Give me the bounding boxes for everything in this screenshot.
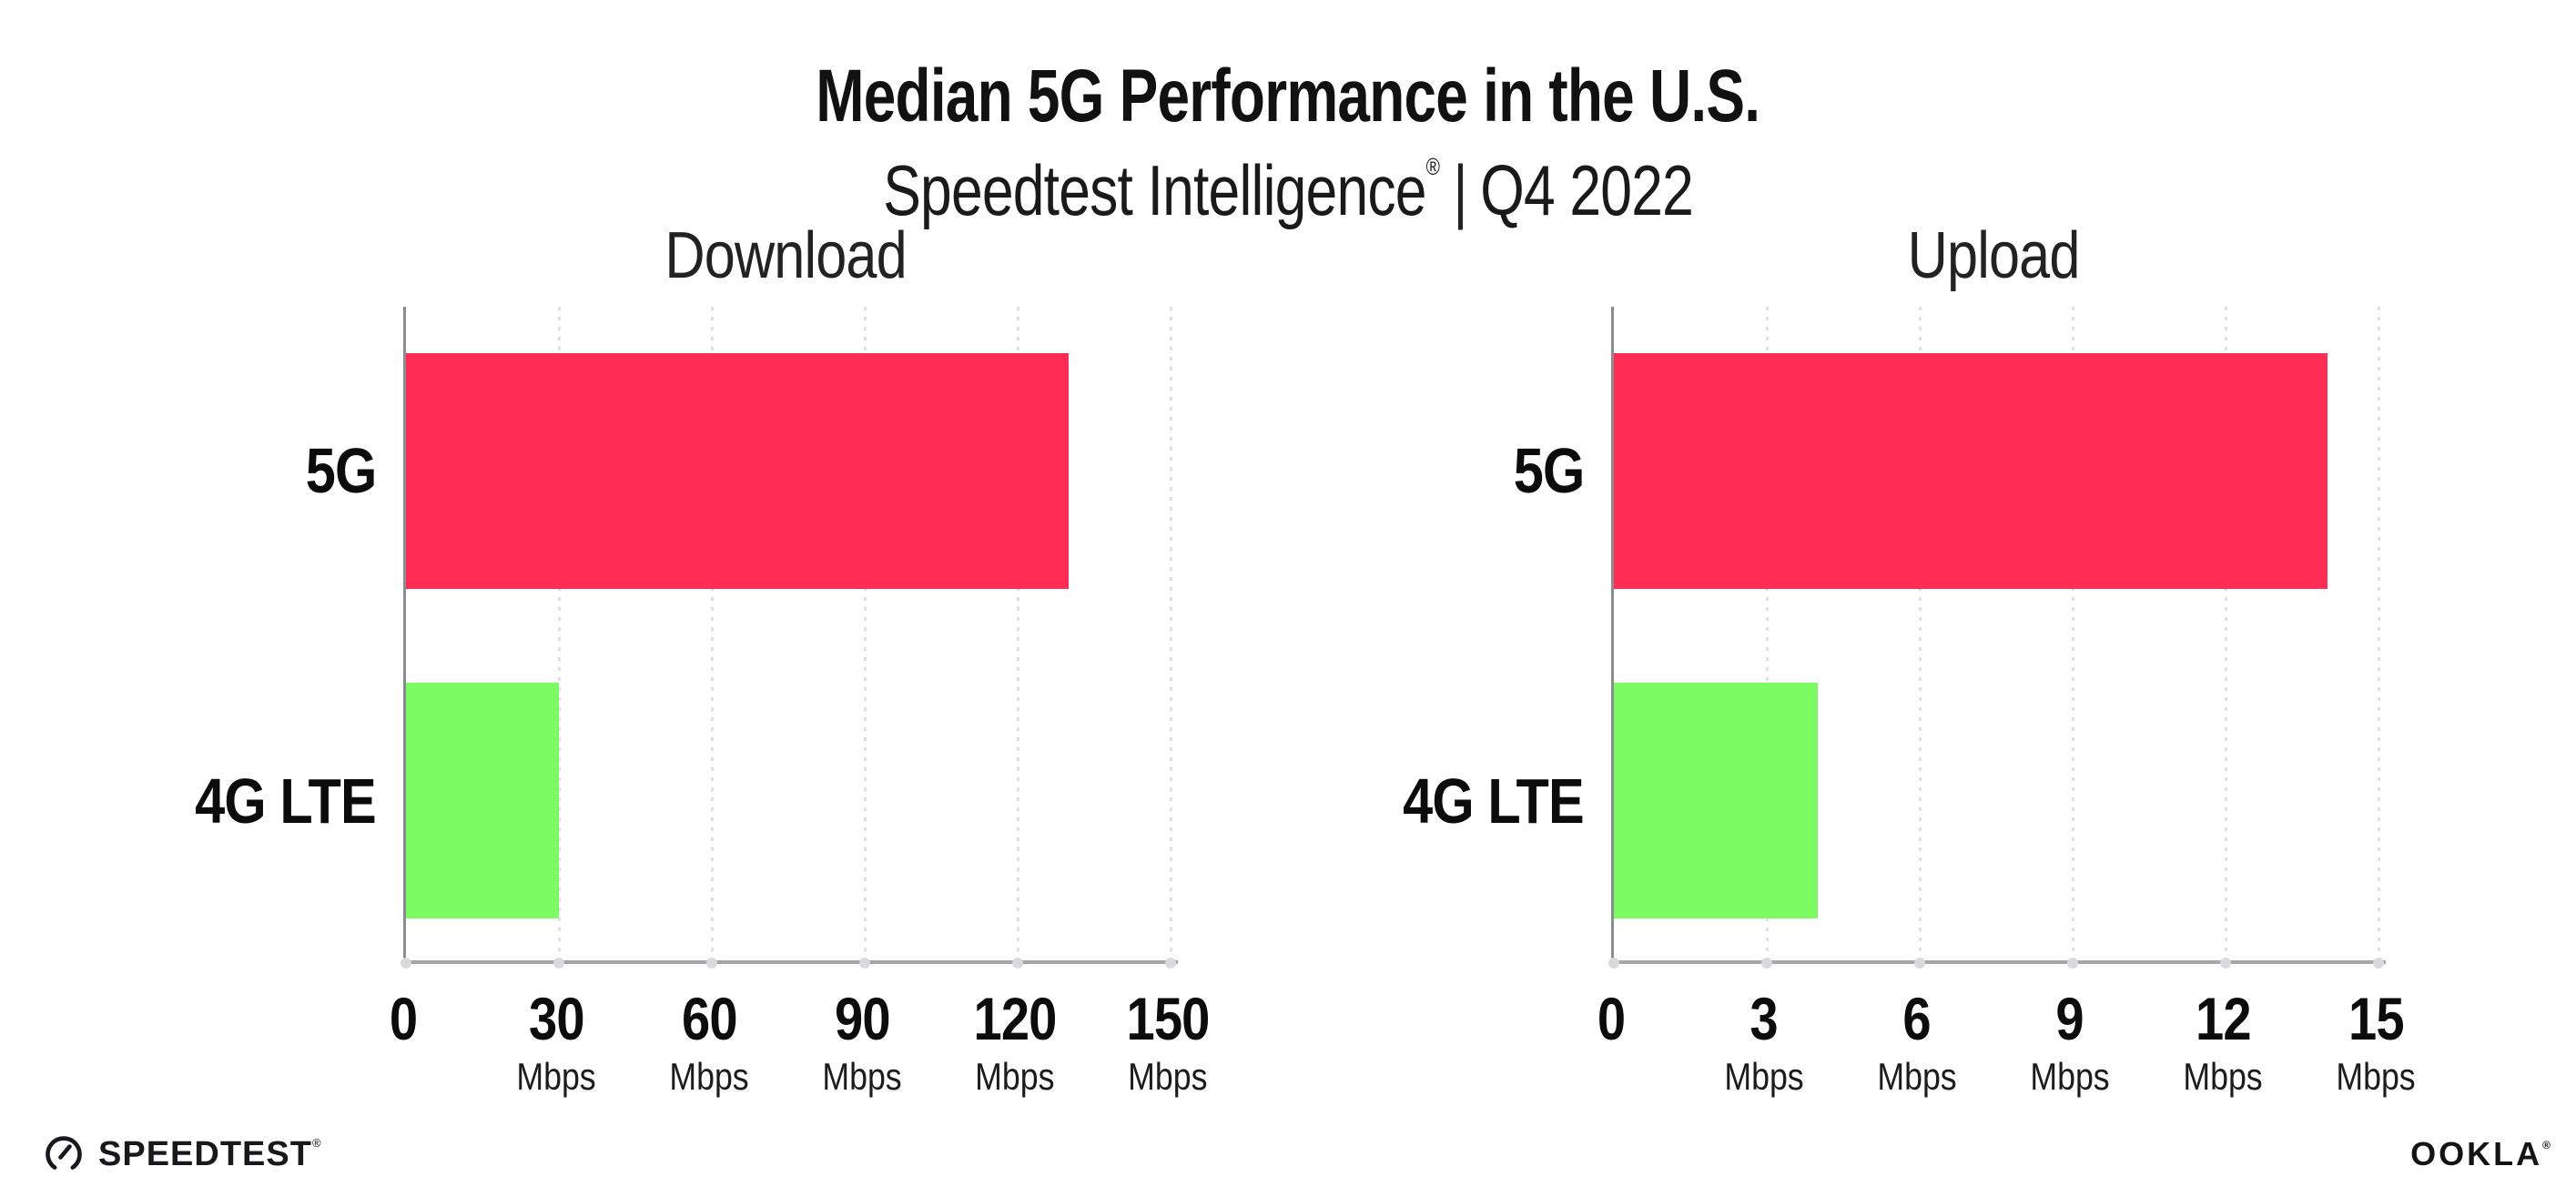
axis-tick-dot: [553, 958, 564, 969]
x-tick-label: 150 Mbps: [1119, 989, 1216, 1096]
axis-tick-dot: [2373, 958, 2384, 969]
gridline: [557, 307, 561, 960]
page-title-text: Median 5G Performance in the U.S.: [816, 54, 1761, 137]
registered-mark: ®: [1425, 152, 1440, 180]
x-tick-value: 90: [834, 985, 891, 1052]
axis-tick-dot: [706, 958, 717, 969]
x-tick-unit: Mbps: [1877, 1055, 1957, 1098]
x-tick-value: 120: [973, 985, 1057, 1052]
x-tick-value: 12: [2195, 985, 2252, 1052]
speedtest-logo: SPEEDTEST®: [42, 1131, 322, 1178]
download-chart: Download 5G 4G LTE 0 30 Mbps 60 Mbps 90 Mbps 12…: [195, 0, 1211, 1120]
x-tick-label: 3 Mbps: [1718, 989, 1811, 1096]
x-tick-label: 60 Mbps: [663, 989, 756, 1096]
category-label-5g: 5G: [1513, 435, 1585, 506]
x-tick-unit: Mbps: [1724, 1055, 1804, 1098]
registered-mark: ®: [2542, 1139, 2551, 1151]
axis-tick-dot: [1914, 958, 1925, 969]
x-tick-label: 6 Mbps: [1871, 989, 1964, 1096]
bar-4g-lte: [406, 683, 559, 918]
x-tick-unit: Mbps: [822, 1055, 902, 1098]
x-axis-labels: 0 3 Mbps 6 Mbps 9 Mbps 12 Mbps 15 Mbps: [1597, 989, 2416, 1116]
axis-tick-dot: [1761, 958, 1772, 969]
plot-area: [1608, 307, 2386, 969]
gridline: [1765, 307, 1769, 960]
gridline: [1918, 307, 1922, 960]
ookla-logo: OOKLA®: [2410, 1135, 2551, 1172]
axis-tick-dot: [1165, 958, 1176, 969]
x-axis-labels: 0 30 Mbps 60 Mbps 90 Mbps 120 Mbps 150 Mbps: [390, 989, 1211, 1116]
axis-tick-dot: [859, 958, 870, 969]
gridline: [1016, 307, 1019, 960]
x-tick-value: 30: [528, 985, 585, 1052]
bar-5g: [406, 353, 1069, 589]
x-tick-value: 15: [2348, 985, 2405, 1052]
bar-4g-lte: [1614, 683, 1818, 918]
axis-tick-dot: [401, 958, 411, 969]
x-tick-label: 90 Mbps: [816, 989, 909, 1096]
category-label-4g-lte: 4G LTE: [1403, 766, 1585, 837]
registered-mark: ®: [311, 1136, 322, 1150]
category-label-5g: 5G: [305, 435, 377, 506]
subtitle-period: Q4 2022: [1480, 149, 1694, 230]
category-label-4g-lte: 4G LTE: [195, 766, 377, 837]
axis-tick-dot: [1012, 958, 1023, 969]
gridline: [2377, 307, 2380, 960]
x-tick-unit: Mbps: [2030, 1055, 2110, 1098]
gridline: [710, 307, 714, 960]
subtitle-divider: |: [1453, 149, 1467, 230]
chart-title-upload: Upload: [1907, 219, 2081, 292]
x-tick-label: 30 Mbps: [510, 989, 603, 1096]
x-tick-label: 9 Mbps: [2023, 989, 2117, 1096]
x-tick-unit: Mbps: [1128, 1055, 1208, 1098]
x-tick-value: 6: [1902, 985, 1932, 1052]
x-tick-value: 150: [1126, 985, 1210, 1052]
x-tick-value: 0: [1597, 985, 1626, 1052]
x-tick-unit: Mbps: [516, 1055, 596, 1098]
upload-chart: Upload 5G 4G LTE 0 3 Mbps 6 Mbps 9 Mbps 12 Mbps 1…: [1403, 0, 2416, 1120]
x-tick-value: 60: [681, 985, 738, 1052]
x-tick-unit: Mbps: [2336, 1055, 2416, 1098]
page-subtitle: Speedtest Intelligence® | Q4 2022: [0, 149, 2576, 230]
gridline: [2224, 307, 2227, 960]
gridline: [2071, 307, 2074, 960]
x-tick-unit: Mbps: [669, 1055, 749, 1098]
chart-title-download: Download: [664, 219, 907, 292]
axis-tick-dot: [2067, 958, 2078, 969]
x-tick-value: 9: [2055, 985, 2084, 1052]
x-tick-value: 3: [1749, 985, 1779, 1052]
bar-5g: [1614, 353, 2328, 589]
plot-area: [401, 307, 1178, 969]
subtitle-brand: Speedtest Intelligence: [883, 149, 1426, 230]
x-tick-label: 120 Mbps: [966, 989, 1063, 1096]
gauge-icon: [46, 1136, 82, 1170]
x-tick-value: 0: [389, 985, 418, 1052]
speedtest-wordmark: SPEEDTEST®: [98, 1135, 322, 1173]
x-tick-label: 0: [387, 989, 420, 1049]
gridline: [863, 307, 867, 960]
x-tick-unit: Mbps: [2183, 1055, 2263, 1098]
x-tick-label: 15 Mbps: [2329, 989, 2423, 1096]
axis-tick-dot: [2220, 958, 2231, 969]
axis-tick-dot: [1608, 958, 1619, 969]
x-tick-label: 0: [1595, 989, 1628, 1049]
page-title: Median 5G Performance in the U.S.: [0, 54, 2576, 137]
x-tick-label: 12 Mbps: [2176, 989, 2270, 1096]
x-tick-unit: Mbps: [975, 1055, 1055, 1098]
gridline: [1169, 307, 1172, 960]
